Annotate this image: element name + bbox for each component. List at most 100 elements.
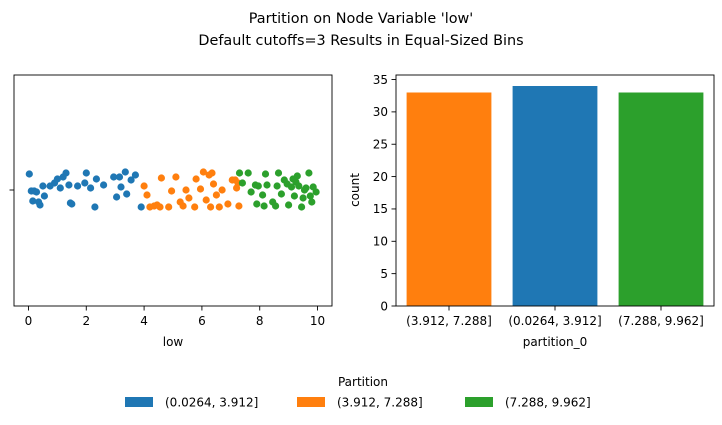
strip-point	[235, 169, 244, 177]
bar-y-tick-label: 30	[373, 105, 388, 119]
strip-point	[277, 190, 285, 198]
strip-point	[312, 188, 320, 196]
strip-point	[238, 179, 246, 187]
legend-entry-label: (7.288, 9.962]	[505, 396, 591, 410]
strip-point	[156, 203, 164, 211]
bar-plot: 0 5 10 15 20 25 30 35 (3.912, 7.288] (0.0264, 3.…	[348, 73, 715, 349]
strip-point	[295, 182, 303, 190]
bar-x-ticks: (3.912, 7.288] (0.0264, 3.912] (7.288, 9.9…	[406, 306, 704, 328]
strip-plot: 0 2 4 6 8 10 low	[9, 74, 333, 349]
strip-point	[172, 173, 180, 181]
bar-y-tick-label: 35	[373, 73, 388, 87]
strip-point	[253, 200, 261, 208]
strip-point	[299, 194, 307, 202]
strip-point	[110, 173, 118, 181]
strip-point	[196, 185, 205, 193]
strip-point	[215, 203, 223, 211]
strip-point	[157, 174, 165, 182]
bar-x-tick-label: (0.0264, 3.912]	[508, 314, 601, 328]
strip-point	[113, 193, 121, 201]
strip-point	[308, 198, 316, 206]
strip-point	[185, 194, 193, 202]
strip-point	[143, 191, 151, 199]
legend-entries: (0.0264, 3.912] (3.912, 7.288] (7.288, 9.9…	[125, 396, 591, 410]
strip-point	[209, 180, 218, 188]
strip-point	[233, 184, 241, 192]
strip-point	[302, 184, 310, 192]
strip-x-tick-label: 4	[140, 314, 148, 328]
strip-point	[202, 196, 210, 204]
strip-point	[127, 176, 135, 184]
strip-point	[244, 169, 252, 177]
strip-point	[92, 175, 100, 183]
strip-plot-frame	[13, 74, 333, 307]
strip-point	[65, 181, 73, 189]
bar-y-tick-label: 5	[380, 267, 388, 281]
strip-point	[254, 182, 262, 190]
legend-swatch	[297, 397, 325, 407]
strip-point	[298, 203, 306, 211]
strip-point	[40, 192, 49, 200]
strip-point	[165, 203, 173, 211]
strip-point	[29, 197, 37, 205]
strip-point	[62, 169, 70, 177]
strip-point	[212, 191, 220, 199]
strip-point	[224, 200, 232, 208]
strip-point	[137, 203, 145, 211]
bar-x-tick-label: (7.288, 9.962]	[618, 314, 704, 328]
strip-point	[208, 169, 216, 177]
strip-point	[235, 202, 243, 210]
strip-point	[115, 173, 124, 181]
strip-x-label: low	[163, 335, 184, 349]
strip-point	[82, 169, 90, 177]
strip-point	[121, 168, 129, 176]
strip-point	[179, 202, 187, 210]
legend-entry-label: (0.0264, 3.912]	[165, 396, 258, 410]
strip-points	[25, 168, 320, 211]
strip-point	[285, 201, 293, 209]
bar-y-label: count	[348, 173, 362, 207]
strip-point	[263, 181, 271, 189]
strip-point	[261, 170, 270, 178]
bar-x-tick-label: (3.912, 7.288]	[406, 314, 492, 328]
strip-point	[260, 202, 268, 210]
strip-point	[168, 187, 176, 195]
legend-swatch	[465, 397, 493, 407]
strip-point	[273, 182, 281, 190]
strip-x-tick-label: 8	[256, 314, 264, 328]
strip-point	[191, 203, 199, 211]
figure-title-line1: Partition on Node Variable 'low'	[249, 11, 474, 27]
strip-point	[53, 175, 62, 183]
strip-x-tick-label: 10	[310, 314, 325, 328]
strip-point	[305, 169, 313, 177]
bar	[618, 92, 704, 306]
strip-point	[100, 181, 108, 189]
strip-point	[81, 179, 89, 187]
bar-y-tick-label: 20	[373, 170, 388, 184]
strip-point	[247, 188, 255, 196]
strip-point	[131, 171, 139, 179]
strip-point	[123, 190, 131, 198]
strip-point	[36, 201, 44, 209]
legend-swatch	[125, 397, 153, 407]
bar	[406, 92, 492, 306]
bar-y-tick-label: 10	[373, 235, 388, 249]
strip-x-tick-label: 0	[25, 314, 33, 328]
bar-rects	[406, 86, 704, 306]
strip-x-ticks: 0 2 4 6 8 10	[25, 306, 325, 328]
strip-point	[272, 202, 280, 210]
strip-point	[290, 192, 298, 200]
legend: Partition (0.0264, 3.912] (3.912, 7.288](…	[125, 375, 591, 410]
strip-point	[306, 192, 314, 200]
strip-point	[25, 170, 33, 178]
strip-point	[199, 168, 207, 176]
strip-point	[39, 182, 47, 190]
legend-title: Partition	[338, 375, 388, 389]
strip-point	[91, 203, 99, 211]
strip-point	[293, 172, 301, 180]
strip-point	[182, 186, 190, 194]
strip-point	[192, 175, 200, 183]
strip-point	[274, 169, 283, 177]
legend-entry-label: (3.912, 7.288]	[337, 396, 423, 410]
